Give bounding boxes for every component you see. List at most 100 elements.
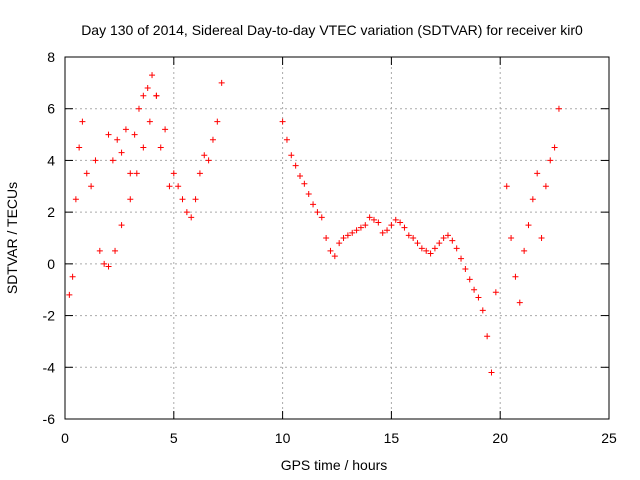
- data-point: [318, 214, 325, 221]
- data-point: [170, 170, 177, 177]
- data-point: [488, 369, 495, 376]
- data-point: [462, 266, 469, 273]
- data-point: [76, 144, 83, 151]
- x-tick-label: 15: [384, 430, 400, 446]
- data-point: [431, 245, 438, 252]
- data-point: [144, 85, 151, 92]
- data-point: [405, 232, 412, 239]
- data-point: [444, 232, 451, 239]
- data-point: [512, 273, 519, 280]
- data-point: [418, 245, 425, 252]
- data-point: [340, 235, 347, 241]
- data-point: [353, 227, 360, 234]
- data-point: [96, 247, 103, 254]
- data-point: [388, 222, 395, 229]
- data-point: [466, 276, 473, 283]
- axis-ticks: 0 5 10 15 20 25 -6 -4 -2 0 2 4 6 8: [43, 49, 617, 446]
- data-point: [153, 92, 160, 99]
- data-point: [109, 157, 116, 164]
- data-point: [183, 209, 190, 216]
- data-point: [133, 170, 140, 177]
- chart-title: Day 130 of 2014, Sidereal Day-to-day VTE…: [81, 22, 583, 38]
- y-tick-label: -4: [43, 359, 56, 375]
- data-point: [384, 227, 391, 234]
- data-point: [283, 136, 290, 143]
- y-tick-label: 4: [47, 152, 55, 168]
- data-point: [101, 260, 108, 267]
- plot-area-border: [64, 56, 610, 420]
- data-point: [492, 289, 499, 296]
- data-point: [188, 214, 195, 221]
- x-tick-label: 10: [275, 430, 291, 446]
- data-point: [503, 183, 510, 190]
- data-point: [83, 170, 90, 177]
- data-point: [92, 157, 99, 164]
- data-point: [135, 105, 142, 112]
- data-point: [114, 136, 121, 143]
- data-point: [292, 162, 299, 169]
- data-point: [201, 152, 208, 159]
- data-point: [214, 118, 221, 125]
- data-point: [122, 126, 129, 133]
- data-point: [105, 263, 112, 270]
- data-point: [112, 247, 119, 254]
- data-point: [331, 253, 338, 260]
- data-point: [357, 224, 364, 231]
- data-point: [453, 245, 460, 252]
- data-point: [196, 170, 203, 177]
- y-tick-label: -2: [43, 308, 56, 324]
- data-point: [166, 183, 173, 190]
- grid: [65, 57, 609, 419]
- data-point: [218, 79, 225, 86]
- data-point: [336, 240, 343, 247]
- data-point: [149, 72, 156, 79]
- data-point: [157, 144, 164, 151]
- y-tick-label: 0: [47, 256, 55, 272]
- data-point: [379, 229, 386, 236]
- data-point: [323, 235, 330, 241]
- data-point: [344, 232, 351, 239]
- data-point: [127, 196, 134, 203]
- data-point: [305, 191, 312, 198]
- data-point: [508, 235, 515, 241]
- data-point: [427, 250, 434, 257]
- data-point: [162, 126, 169, 133]
- data-point: [370, 216, 377, 223]
- data-point: [414, 240, 421, 247]
- data-point: [69, 273, 76, 280]
- data-point: [529, 196, 536, 203]
- data-point: [66, 291, 73, 298]
- data-point: [436, 240, 443, 247]
- data-point: [366, 214, 373, 221]
- data-point: [542, 183, 549, 190]
- data-point: [179, 196, 186, 203]
- y-tick-label: 2: [47, 204, 55, 220]
- data-point: [410, 235, 417, 241]
- data-point: [534, 170, 541, 177]
- data-point: [397, 219, 404, 226]
- series-segment-2: [105, 92, 160, 270]
- data-point: [127, 170, 134, 177]
- data-point: [349, 229, 356, 236]
- data-point: [72, 196, 79, 203]
- data-point: [118, 222, 125, 229]
- data-point: [362, 222, 369, 229]
- data-point: [440, 235, 447, 241]
- data-point: [146, 118, 153, 125]
- data-point: [516, 299, 523, 306]
- data-point: [192, 196, 199, 203]
- data-point: [401, 224, 408, 231]
- data-point: [521, 247, 528, 254]
- x-axis-label: GPS time / hours: [281, 457, 388, 473]
- series-segment-4: [503, 105, 562, 306]
- data-point: [471, 286, 478, 293]
- data-point: [205, 157, 212, 164]
- data-point: [484, 333, 491, 340]
- data-point: [140, 144, 147, 151]
- data-point: [538, 235, 545, 241]
- data-point: [209, 136, 216, 143]
- data-point: [551, 144, 558, 151]
- data-point: [105, 131, 112, 138]
- y-axis-label: SDTVAR / TECUs: [4, 182, 20, 294]
